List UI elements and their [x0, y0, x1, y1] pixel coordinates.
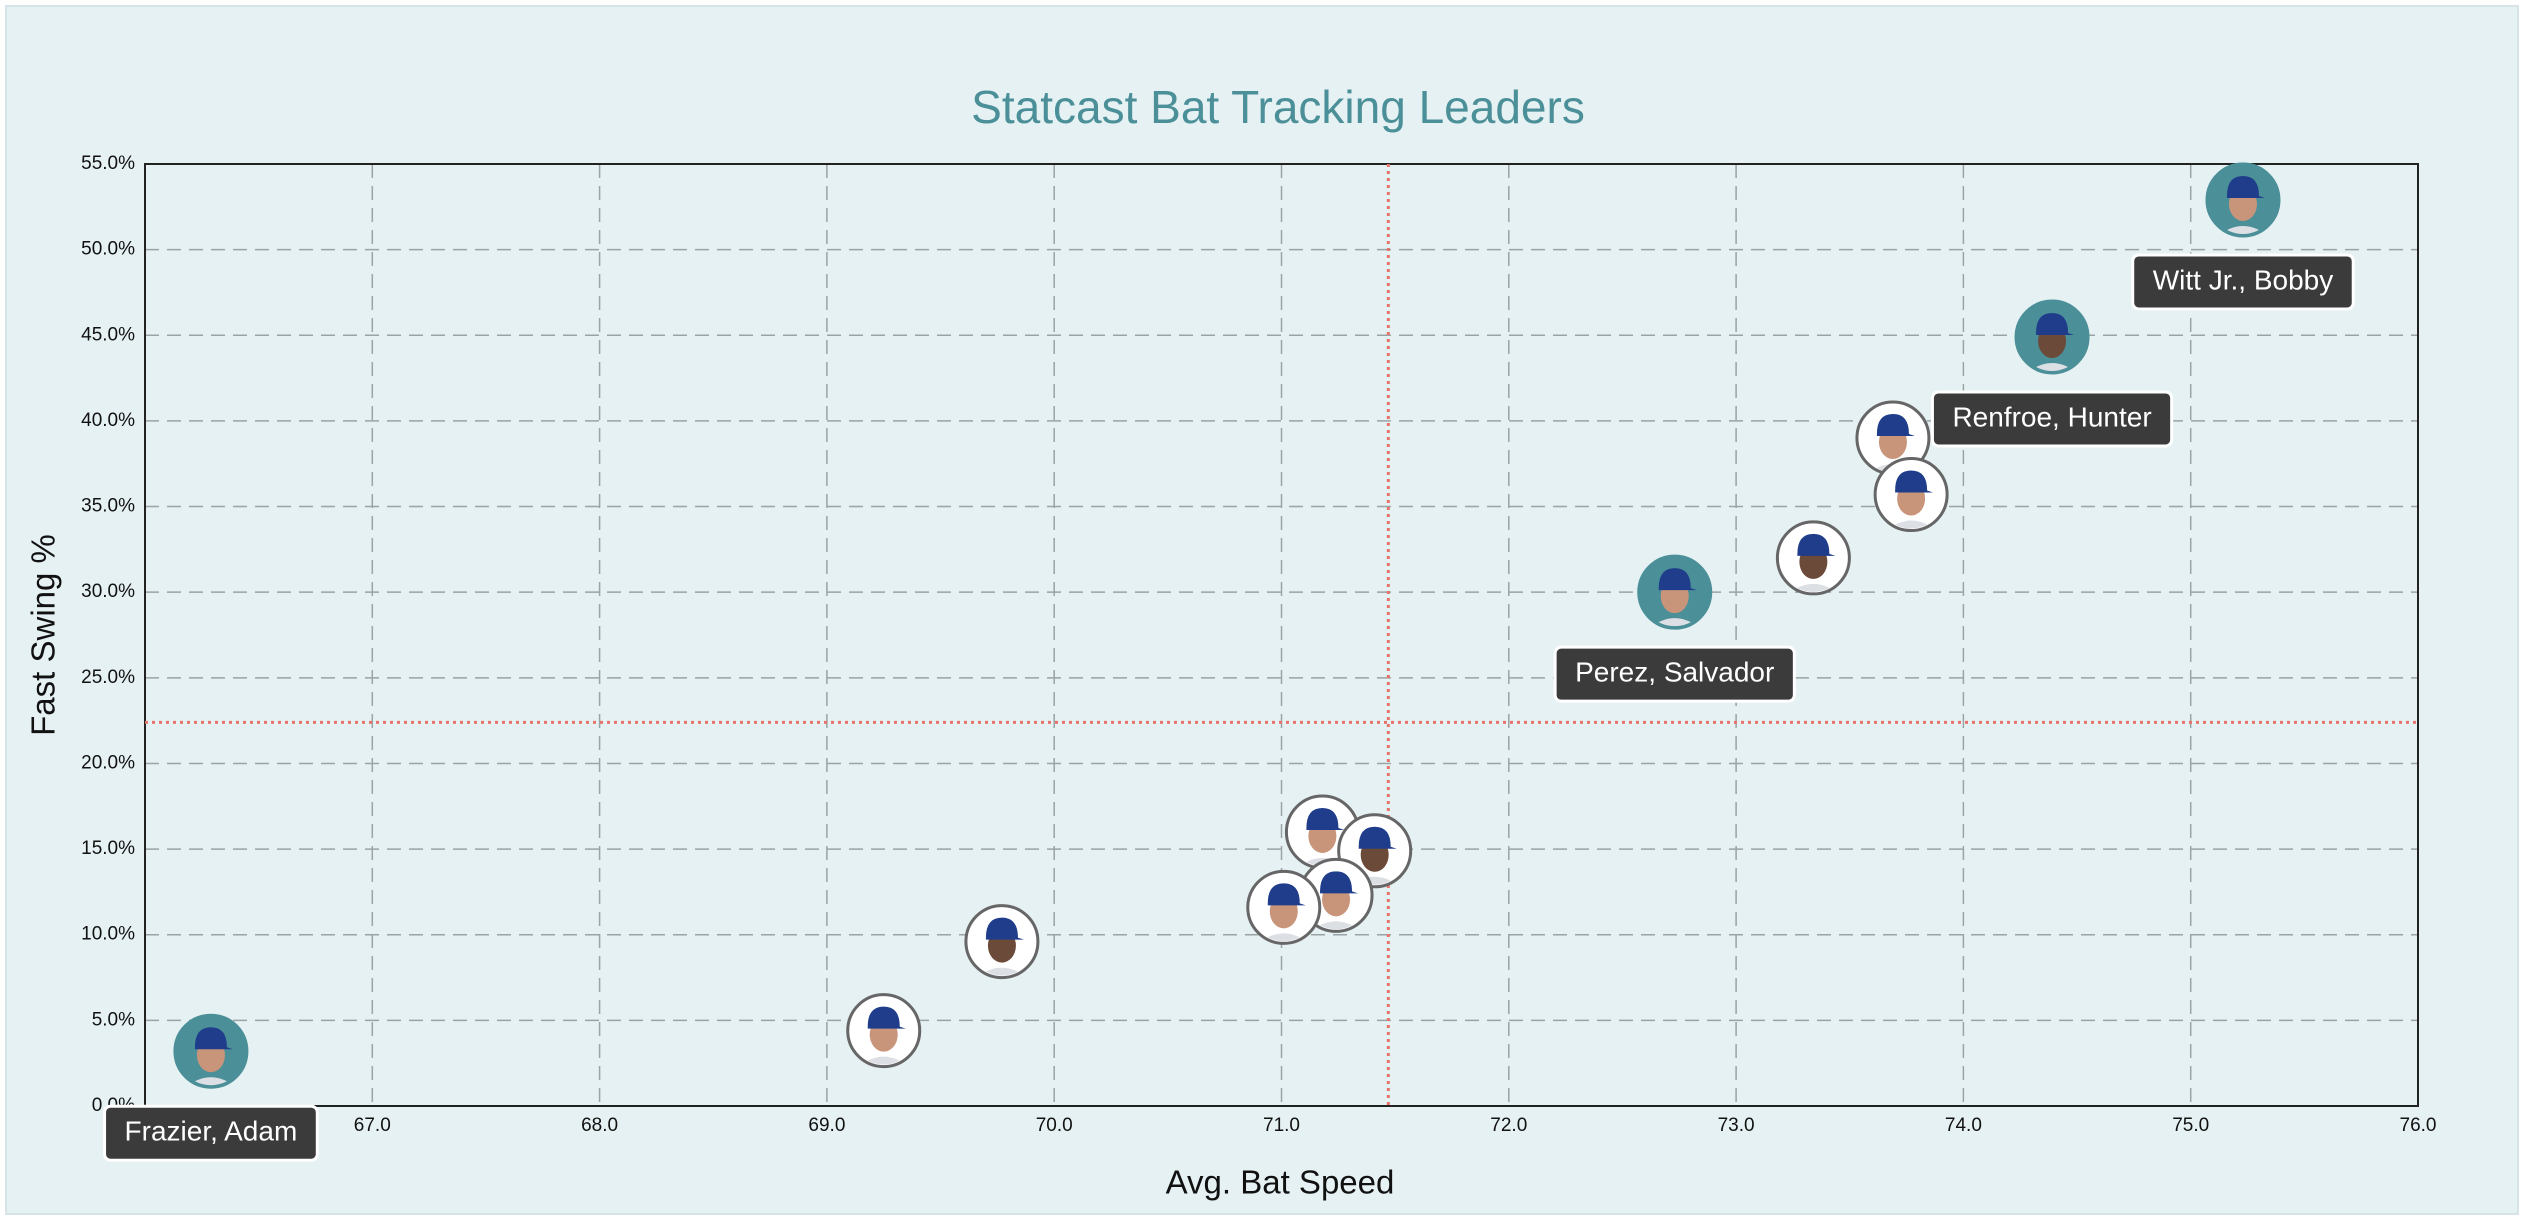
x-tick-label: 76.0 — [2400, 1115, 2437, 1136]
x-tick-label: 69.0 — [808, 1115, 845, 1136]
x-tick-label: 75.0 — [2172, 1115, 2209, 1136]
player-label: Perez, Salvador — [1575, 657, 1774, 688]
headshot — [180, 1027, 241, 1086]
x-tick-label: 73.0 — [1718, 1115, 1755, 1136]
x-tick-label: 74.0 — [1945, 1115, 1982, 1136]
headshot — [971, 917, 1032, 976]
y-tick-label: 50.0% — [81, 239, 135, 260]
y-tick-label: 15.0% — [81, 838, 135, 859]
headshot-cap — [2226, 175, 2265, 198]
y-tick-label: 5.0% — [92, 1009, 135, 1030]
headshot-cap — [1267, 883, 1306, 906]
headshot-cap — [1358, 826, 1397, 849]
headshot-body — [1881, 520, 1942, 529]
headshot — [1644, 568, 1705, 627]
headshot — [853, 1006, 914, 1065]
headshot-cap — [1658, 568, 1697, 591]
headshot-cap — [867, 1006, 906, 1029]
y-tick-label: 20.0% — [81, 752, 135, 773]
y-tick-label: 55.0% — [81, 153, 135, 174]
chart-title: Statcast Bat Tracking Leaders — [971, 81, 1585, 133]
y-tick-label: 45.0% — [81, 324, 135, 345]
player-label-box — [103, 1104, 319, 1162]
y-axis-label: Fast Swing % — [25, 534, 62, 736]
headshot-body — [1306, 921, 1367, 930]
y-tick-label: 30.0% — [81, 581, 135, 602]
headshot-body — [180, 1077, 241, 1086]
player-label: Frazier, Adam — [125, 1116, 298, 1147]
player-label-box — [1930, 390, 2174, 448]
headshot-cap — [1876, 414, 1915, 437]
player-label: Renfroe, Hunter — [1952, 401, 2151, 432]
headshot-cap — [1797, 533, 1836, 556]
x-tick-label: 72.0 — [1490, 1115, 1527, 1136]
headshot-body — [1783, 584, 1844, 592]
x-tick-label: 68.0 — [581, 1115, 618, 1136]
player-label: Witt Jr., Bobby — [2153, 264, 2334, 295]
x-tick-label: 70.0 — [1036, 1115, 1073, 1136]
headshot — [2022, 312, 2083, 371]
y-tick-label: 10.0% — [81, 924, 135, 945]
x-axis-label: Avg. Bat Speed — [1166, 1164, 1395, 1201]
headshot — [1783, 533, 1844, 592]
y-tick-label: 40.0% — [81, 410, 135, 431]
headshot-body — [2022, 363, 2083, 371]
x-tick-label: 71.0 — [1263, 1115, 1300, 1136]
headshot — [1881, 470, 1942, 529]
headshot-body — [1644, 618, 1705, 627]
headshot-body — [1253, 933, 1314, 942]
headshot-cap — [194, 1027, 233, 1050]
plot-frame — [144, 163, 2419, 1107]
x-tick-label: 67.0 — [354, 1115, 391, 1136]
player-label-box — [1553, 645, 1796, 703]
headshot-cap — [1306, 807, 1345, 830]
headshot-cap — [1895, 470, 1934, 493]
player-label-box — [2131, 253, 2355, 311]
headshot-body — [971, 967, 1032, 976]
y-tick-label: 35.0% — [81, 496, 135, 517]
chart-background — [5, 5, 2519, 1215]
headshot-body — [2212, 226, 2273, 234]
headshot — [1306, 871, 1367, 930]
headshot — [1253, 883, 1314, 942]
y-tick-label: 25.0% — [81, 667, 135, 688]
headshot-body — [853, 1056, 914, 1065]
headshot-cap — [985, 917, 1024, 940]
headshot-cap — [2036, 312, 2075, 335]
headshot — [2212, 175, 2273, 234]
headshot-cap — [1320, 871, 1359, 894]
